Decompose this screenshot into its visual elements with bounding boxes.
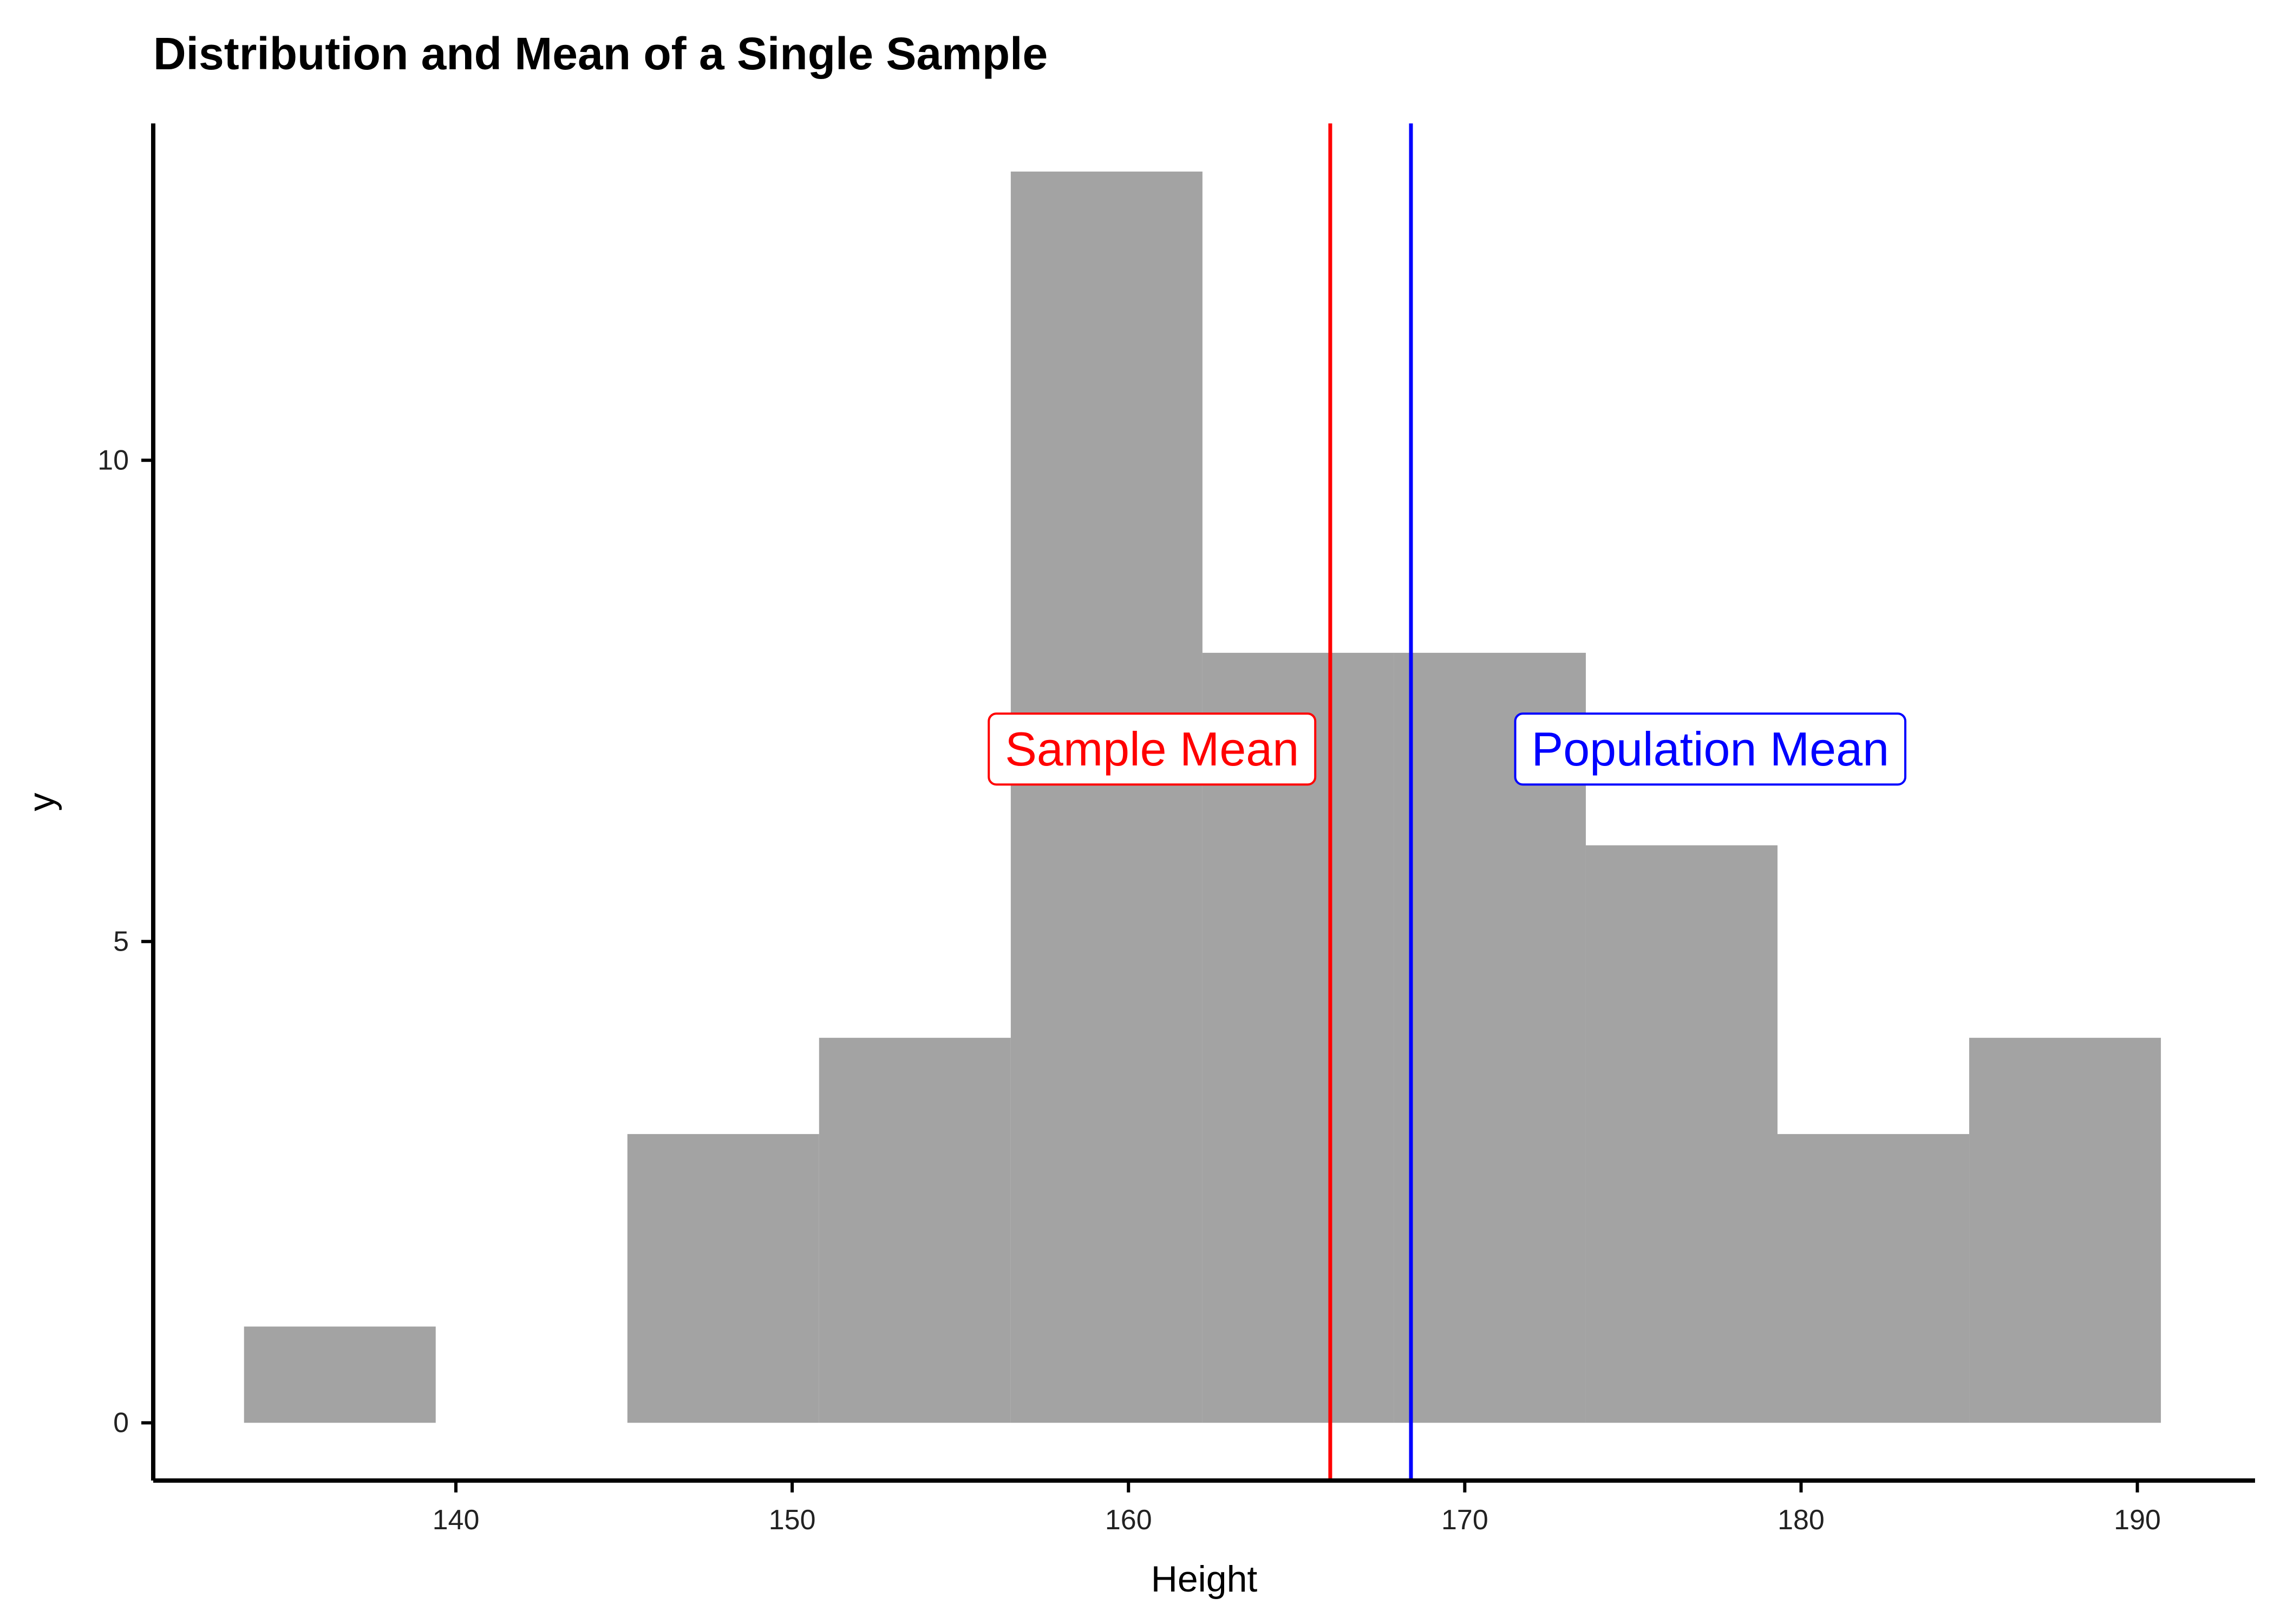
x-tick-label: 150 [769,1504,816,1536]
histogram-bar [627,1134,819,1423]
histogram-bar [244,1326,436,1423]
y-axis-title: y [21,793,62,811]
x-tick-label: 140 [433,1504,480,1536]
histogram-bar [819,1038,1011,1423]
histogram-bar [1010,171,1203,1423]
histogram-bars [244,171,2161,1423]
y-axis-ticks: 0 5 10 [97,444,153,1438]
population-mean-label-box [1514,712,1907,786]
histogram-bar [1778,1134,1970,1423]
y-tick-label: 10 [97,444,129,476]
x-axis-ticks: 140 150 160 170 180 190 [433,1481,2161,1536]
histogram-bar [1585,845,1778,1423]
sample-mean-label-box [988,712,1317,786]
axes: 140 150 160 170 180 190 0 5 10 [97,123,2255,1536]
reference-lines [1328,123,1413,1481]
chart-title: Distribution and Mean of a Single Sample [153,28,1048,79]
histogram-bar [1969,1038,2161,1423]
sample-mean-label: Sample Mean [1005,722,1299,776]
reference-line-labels: Sample Mean Population Mean [988,712,1907,786]
x-tick-label: 170 [1441,1504,1488,1536]
y-tick-label: 5 [113,926,129,957]
population-mean-label: Population Mean [1532,722,1889,776]
x-tick-label: 190 [2114,1504,2161,1536]
x-axis-title: Height [1151,1558,1258,1600]
x-tick-label: 180 [1778,1504,1825,1536]
y-tick-label: 0 [113,1407,129,1438]
x-tick-label: 160 [1105,1504,1152,1536]
